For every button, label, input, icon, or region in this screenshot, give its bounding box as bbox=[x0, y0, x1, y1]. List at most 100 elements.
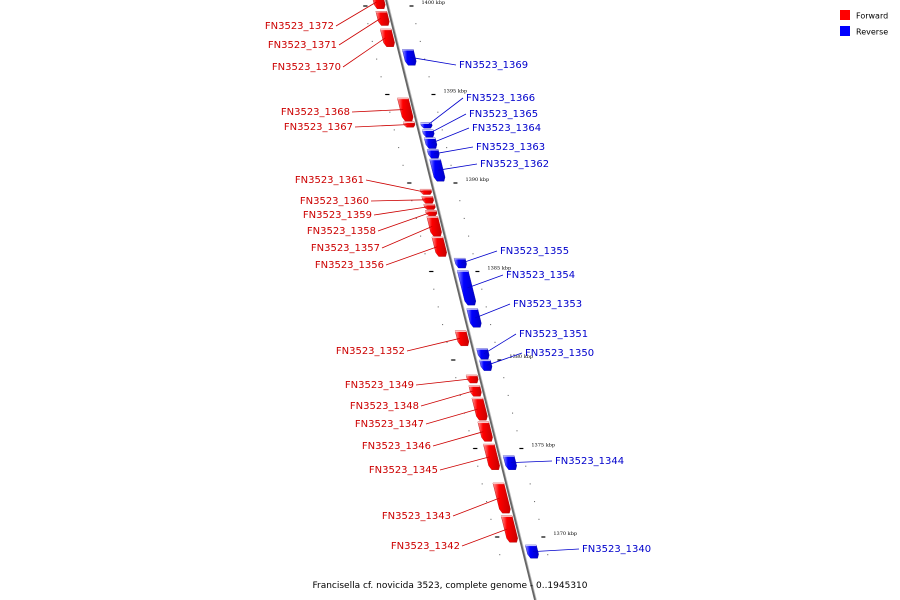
minor-tick-left bbox=[402, 164, 404, 166]
gene-arrow-fn3523-1355[interactable] bbox=[453, 258, 467, 269]
gene-label-fn3523-1368[interactable]: FN3523_1368 bbox=[281, 107, 350, 118]
gene-arrow-fn3523-1362[interactable] bbox=[429, 158, 446, 182]
gene-label-fn3523-1369[interactable]: FN3523_1369 bbox=[459, 60, 528, 71]
gene-label-fn3523-1343[interactable]: FN3523_1343 bbox=[382, 511, 451, 522]
gene-arrow-fn3523-1350[interactable] bbox=[479, 359, 493, 371]
minor-tick-left bbox=[437, 306, 439, 308]
gene-label-fn3523-1345[interactable]: FN3523_1345 bbox=[369, 465, 438, 476]
minor-tick-right bbox=[529, 483, 531, 485]
gene-arrow-fn3523-1372[interactable] bbox=[372, 0, 386, 9]
legend-swatch-reverse bbox=[840, 26, 850, 36]
minor-tick-right bbox=[538, 518, 540, 520]
leader-line bbox=[365, 179, 424, 193]
gene-arrow-fn3523-1346[interactable] bbox=[477, 421, 493, 442]
minor-tick-right bbox=[415, 23, 417, 25]
gene-label-fn3523-1370[interactable]: FN3523_1370 bbox=[272, 62, 341, 73]
gene-label-fn3523-1355[interactable]: FN3523_1355 bbox=[500, 246, 569, 257]
gene-arrow-fn3523-1344[interactable] bbox=[502, 455, 517, 470]
gene-arrow-fn3523-1371[interactable] bbox=[375, 11, 390, 26]
leader-line bbox=[338, 18, 381, 46]
gene-arrow-fn3523-1357[interactable] bbox=[426, 216, 442, 237]
legend-label-reverse: Reverse bbox=[856, 28, 888, 37]
gene-arrow-fn3523-1342[interactable] bbox=[500, 515, 518, 543]
gene-label-fn3523-1348[interactable]: FN3523_1348 bbox=[350, 401, 419, 412]
gene-arrow-fn3523-1351[interactable] bbox=[476, 348, 490, 360]
genome-axis bbox=[385, 0, 536, 600]
gene-arrow-fn3523-1354[interactable] bbox=[456, 270, 477, 306]
minor-tick-left bbox=[490, 518, 492, 520]
leader-line bbox=[428, 113, 467, 134]
leader-line bbox=[431, 127, 470, 144]
leader-line bbox=[373, 206, 428, 216]
gene-label-fn3523-1354[interactable]: FN3523_1354 bbox=[506, 270, 575, 281]
minor-tick-right bbox=[525, 465, 527, 467]
gene-label-fn3523-1342[interactable]: FN3523_1342 bbox=[391, 541, 460, 552]
gene-label-fn3523-1365[interactable]: FN3523_1365 bbox=[469, 109, 538, 120]
gene-arrow-fn3523-1340[interactable] bbox=[525, 544, 539, 559]
gene-label-fn3523-1356[interactable]: FN3523_1356 bbox=[315, 260, 384, 271]
gene-label-fn3523-1347[interactable]: FN3523_1347 bbox=[355, 419, 424, 430]
minor-tick-right bbox=[424, 58, 426, 60]
gene-label-fn3523-1361[interactable]: FN3523_1361 bbox=[295, 175, 364, 186]
leader-line bbox=[381, 225, 433, 249]
gene-label-fn3523-1358[interactable]: FN3523_1358 bbox=[307, 226, 376, 237]
gene-arrow-fn3523-1364[interactable] bbox=[423, 137, 438, 149]
tick-label: 1390 kbp bbox=[465, 177, 489, 183]
gene-arrow-fn3523-1363[interactable] bbox=[426, 149, 440, 159]
gene-label-fn3523-1346[interactable]: FN3523_1346 bbox=[362, 441, 431, 452]
gene-label-fn3523-1340[interactable]: FN3523_1340 bbox=[582, 544, 651, 555]
gene-arrow-fn3523-1353[interactable] bbox=[466, 308, 482, 328]
gene-arrow-fn3523-1358[interactable] bbox=[425, 210, 438, 216]
minor-tick-left bbox=[380, 76, 382, 78]
minor-tick-right bbox=[516, 430, 518, 432]
gene-arrow-fn3523-1345[interactable] bbox=[483, 443, 500, 470]
leader-line bbox=[461, 528, 508, 547]
gene-arrow-fn3523-1347[interactable] bbox=[471, 397, 488, 421]
gene-arrow-fn3523-1368[interactable] bbox=[397, 97, 414, 122]
genome-caption: Francisella cf. novicida 3523, complete … bbox=[312, 581, 587, 591]
minor-tick-right bbox=[481, 288, 483, 290]
genome-axis-shadow bbox=[386, 0, 537, 600]
leader-line bbox=[532, 548, 580, 553]
gene-label-fn3523-1351[interactable]: FN3523_1351 bbox=[519, 329, 588, 340]
minor-tick-left bbox=[389, 111, 391, 113]
gene-arrow-fn3523-1365[interactable] bbox=[422, 129, 435, 138]
gene-arrow-fn3523-1361[interactable] bbox=[419, 188, 432, 195]
gene-label-fn3523-1363[interactable]: FN3523_1363 bbox=[476, 142, 545, 153]
minor-tick-left bbox=[433, 288, 435, 290]
minor-tick-left bbox=[455, 377, 457, 379]
gene-arrow-fn3523-1352[interactable] bbox=[454, 330, 470, 346]
leader-line bbox=[452, 497, 500, 517]
gene-arrow-fn3523-1348[interactable] bbox=[468, 385, 482, 397]
gene-label-fn3523-1367[interactable]: FN3523_1367 bbox=[284, 122, 353, 133]
gene-label-fn3523-1353[interactable]: FN3523_1353 bbox=[513, 299, 582, 310]
gene-arrow-fn3523-1369[interactable] bbox=[402, 49, 417, 66]
gene-label-fn3523-1357[interactable]: FN3523_1357 bbox=[311, 243, 380, 254]
gene-label-fn3523-1366[interactable]: FN3523_1366 bbox=[466, 93, 535, 104]
minor-tick-left bbox=[424, 253, 426, 255]
minor-tick-left bbox=[499, 554, 501, 556]
minor-tick-left bbox=[393, 129, 395, 131]
gene-label-fn3523-1372[interactable]: FN3523_1372 bbox=[265, 21, 334, 32]
gene-arrow-fn3523-1343[interactable] bbox=[492, 482, 511, 514]
gene-label-fn3523-1350[interactable]: FN3523_1350 bbox=[525, 348, 594, 359]
legend-label-forward: Forward bbox=[856, 12, 888, 21]
gene-label-fn3523-1344[interactable]: FN3523_1344 bbox=[555, 456, 624, 467]
gene-label-fn3523-1359[interactable]: FN3523_1359 bbox=[303, 210, 372, 221]
leader-line bbox=[354, 124, 407, 128]
minor-tick-right bbox=[419, 40, 421, 42]
gene-label-fn3523-1349[interactable]: FN3523_1349 bbox=[345, 380, 414, 391]
gene-arrow-fn3523-1356[interactable] bbox=[431, 236, 447, 257]
minor-tick-right bbox=[463, 217, 465, 219]
minor-tick-right bbox=[547, 554, 549, 556]
minor-tick-right bbox=[459, 200, 461, 202]
gene-label-fn3523-1352[interactable]: FN3523_1352 bbox=[336, 346, 405, 357]
gene-label-fn3523-1371[interactable]: FN3523_1371 bbox=[268, 40, 337, 51]
leader-line bbox=[426, 97, 464, 126]
minor-tick-left bbox=[468, 430, 470, 432]
gene-label-fn3523-1360[interactable]: FN3523_1360 bbox=[300, 196, 369, 207]
leader-line bbox=[467, 274, 504, 289]
gene-label-fn3523-1364[interactable]: FN3523_1364 bbox=[472, 123, 541, 134]
gene-label-fn3523-1362[interactable]: FN3523_1362 bbox=[480, 159, 549, 170]
gene-arrow-fn3523-1370[interactable] bbox=[379, 28, 395, 47]
